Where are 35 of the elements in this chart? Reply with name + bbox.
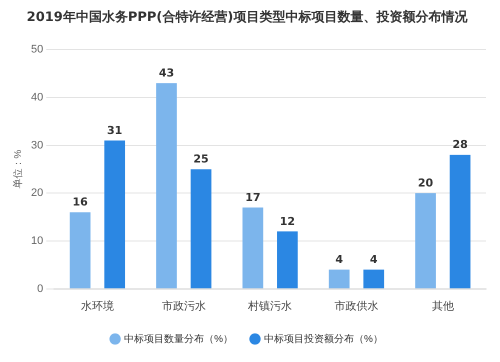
data-label: 31 bbox=[107, 124, 122, 137]
y-axis-title: 单位：% bbox=[12, 150, 24, 189]
bar bbox=[156, 83, 177, 288]
x-tick-label: 其他 bbox=[432, 299, 454, 312]
bar bbox=[328, 270, 350, 288]
bar bbox=[104, 140, 126, 288]
bar bbox=[242, 207, 264, 288]
x-tick-label: 市政供水 bbox=[334, 299, 378, 312]
chart-title: 2019年中国水务PPP(合特许经营)项目类型中标项目数量、投资额分布情况 bbox=[26, 9, 468, 26]
y-tick-label: 30 bbox=[30, 139, 44, 152]
bar bbox=[415, 193, 436, 288]
bar bbox=[277, 231, 298, 288]
legend-label: 中标项目投资额分布（%） bbox=[264, 332, 383, 345]
bar bbox=[190, 169, 212, 288]
data-label: 28 bbox=[452, 138, 468, 152]
data-label: 25 bbox=[193, 152, 209, 166]
data-label: 4 bbox=[335, 253, 344, 266]
x-tick-label: 市政污水 bbox=[162, 299, 206, 312]
bar bbox=[450, 154, 470, 288]
y-tick-label: 40 bbox=[30, 91, 44, 104]
bar bbox=[70, 212, 91, 288]
y-tick-label: 50 bbox=[30, 44, 44, 56]
data-label: 4 bbox=[370, 253, 378, 266]
y-tick-label: 0 bbox=[37, 282, 44, 295]
x-tick-label: 水环境 bbox=[80, 299, 114, 312]
data-label: 12 bbox=[280, 214, 296, 228]
x-tick-label: 村镇污水 bbox=[247, 299, 292, 312]
bar bbox=[363, 270, 384, 288]
data-label: 17 bbox=[245, 190, 261, 204]
y-tick-label: 20 bbox=[30, 187, 44, 200]
y-tick-label: 10 bbox=[30, 234, 44, 247]
data-label: 43 bbox=[158, 66, 174, 80]
data-label: 20 bbox=[418, 176, 434, 190]
data-label: 16 bbox=[72, 196, 88, 209]
legend-label: 中标项目数量分布（%） bbox=[124, 332, 234, 345]
